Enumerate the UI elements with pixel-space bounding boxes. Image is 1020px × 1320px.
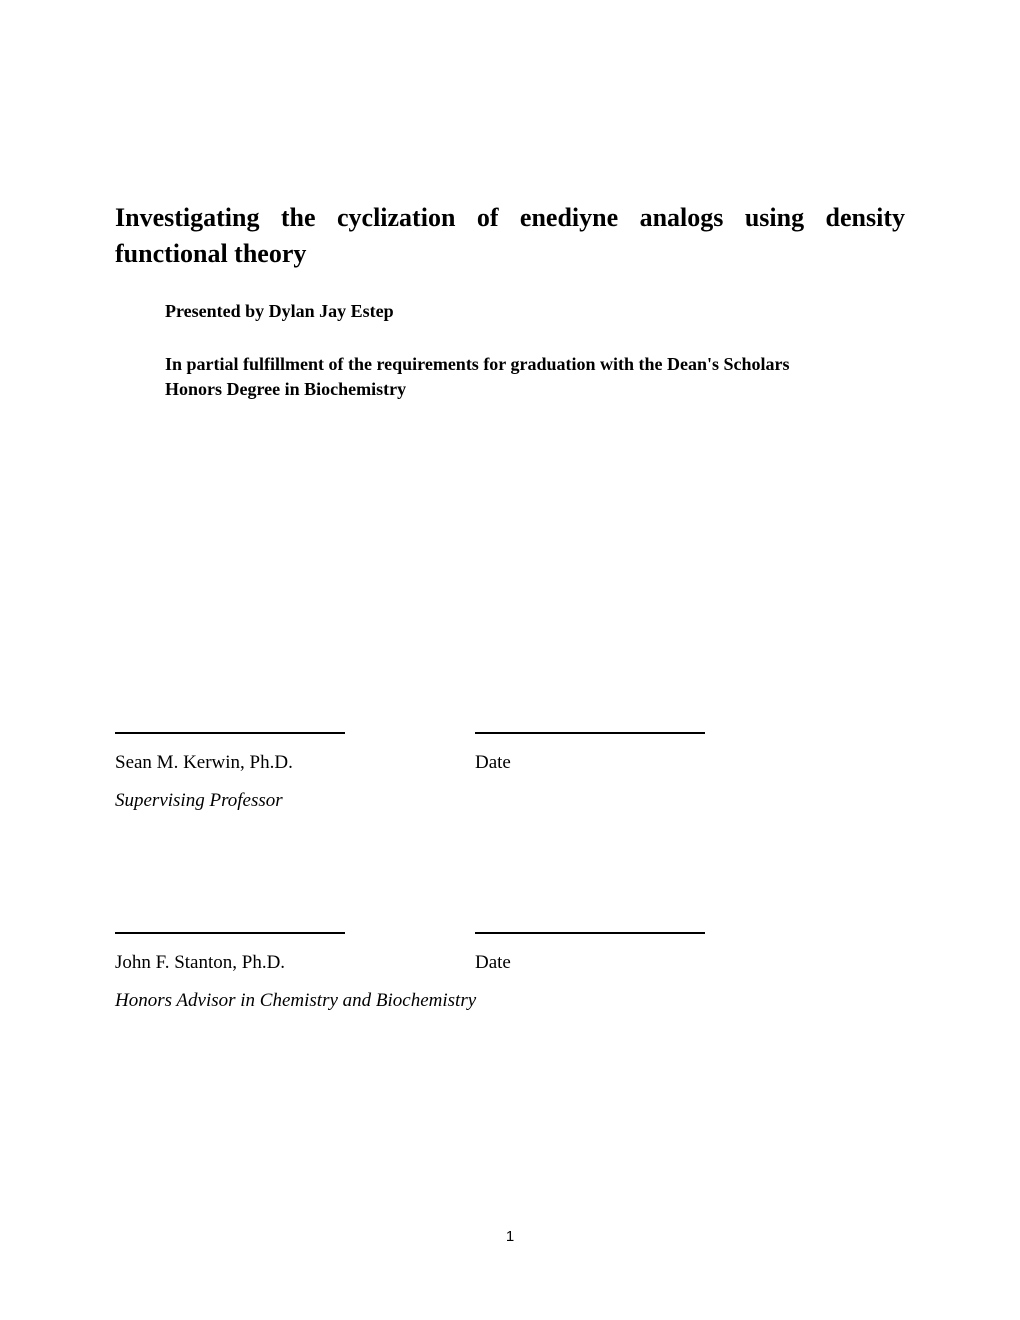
fulfillment-line1: In partial fulfillment of the requiremen… xyxy=(165,352,905,377)
signature-line-name xyxy=(115,932,345,934)
signature-line-date xyxy=(475,732,705,734)
document-page: Investigating the cyclization of enediyn… xyxy=(0,0,1020,1012)
fulfillment-statement: In partial fulfillment of the requiremen… xyxy=(165,352,905,402)
signatory-role: Supervising Professor xyxy=(115,790,905,812)
page-number: 1 xyxy=(0,1228,1020,1245)
date-label: Date xyxy=(475,952,511,974)
signature-labels-row: Sean M. Kerwin, Ph.D. Date xyxy=(115,752,905,774)
document-title-line2: functional theory xyxy=(115,236,905,272)
signatory-name: John F. Stanton, Ph.D. xyxy=(115,952,348,974)
signatory-role: Honors Advisor in Chemistry and Biochemi… xyxy=(115,990,905,1012)
signature-line-name xyxy=(115,732,345,734)
signatory-name: Sean M. Kerwin, Ph.D. xyxy=(115,752,348,774)
signature-block-1: Sean M. Kerwin, Ph.D. Date Supervising P… xyxy=(115,732,905,812)
signature-labels-row: John F. Stanton, Ph.D. Date xyxy=(115,952,905,974)
date-label: Date xyxy=(475,752,511,774)
signature-block-2: John F. Stanton, Ph.D. Date Honors Advis… xyxy=(115,932,905,1012)
signature-lines-row xyxy=(115,732,905,734)
presented-by: Presented by Dylan Jay Estep xyxy=(165,301,905,322)
document-title-line1: Investigating the cyclization of enediyn… xyxy=(115,200,905,236)
signature-line-date xyxy=(475,932,705,934)
signature-lines-row xyxy=(115,932,905,934)
signature-section: Sean M. Kerwin, Ph.D. Date Supervising P… xyxy=(115,732,905,1012)
fulfillment-line2: Honors Degree in Biochemistry xyxy=(165,377,905,402)
